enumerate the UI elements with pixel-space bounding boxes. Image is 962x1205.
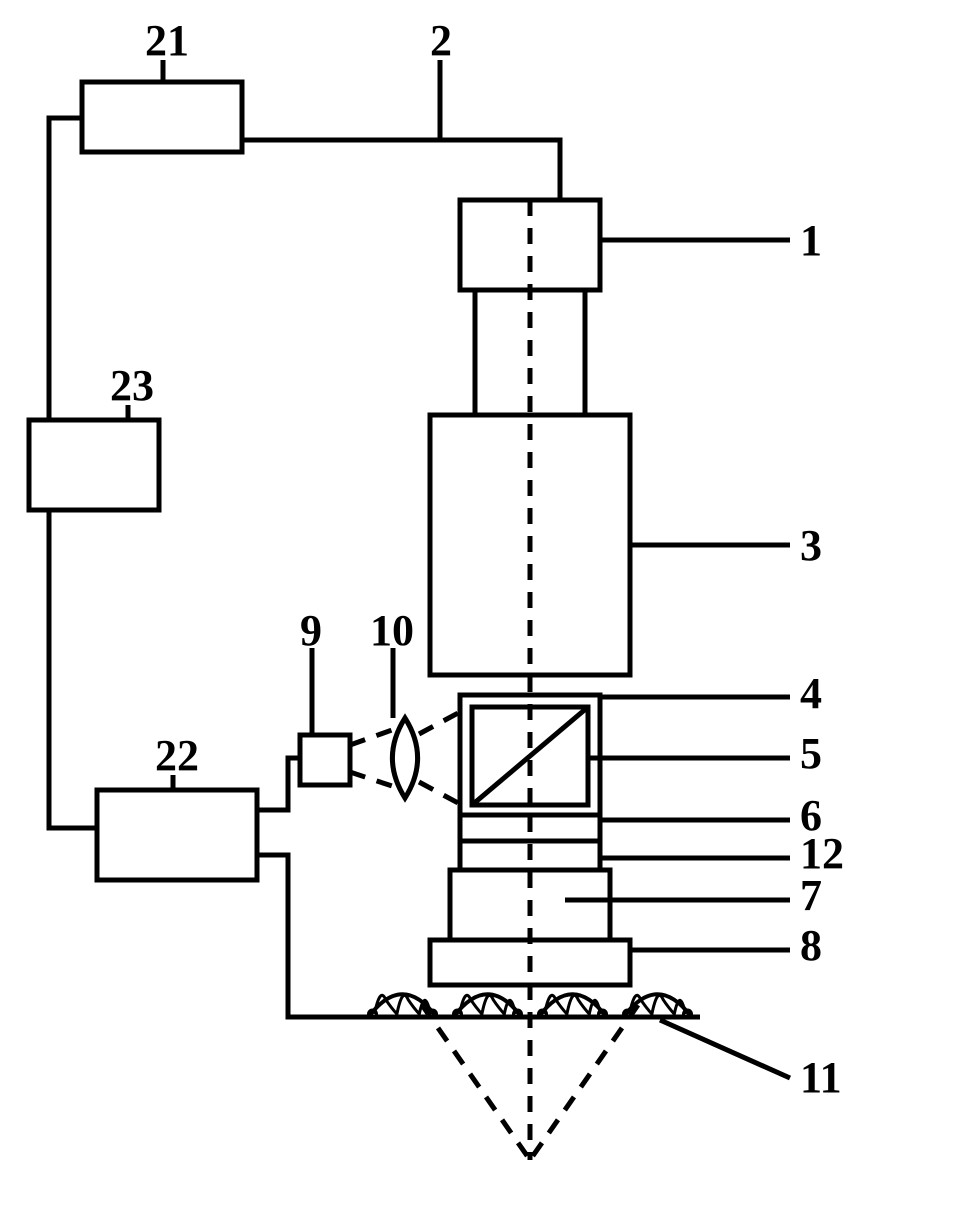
label-5: 5 [800,729,822,778]
wire-w_22_9 [257,758,300,810]
label-11: 11 [800,1053,842,1102]
wire-w_23_22 [49,510,97,828]
coil-squiggle-1 [460,995,516,1014]
wire-w_21_left [49,118,82,420]
box-22 [97,790,257,880]
dashed-cone_left [422,1005,530,1160]
label-2: 2 [430,16,452,65]
dashed-lens_to_cube_down [419,782,460,804]
label-7: 7 [800,871,822,920]
coil-squiggle-0 [375,995,431,1014]
label-22: 22 [155,731,199,780]
dashed-detector_down [350,772,392,786]
box-21 [82,82,242,152]
label-9: 9 [300,606,322,655]
box-23 [29,420,159,510]
label-10: 10 [370,606,414,655]
dashed-lens_to_cube_up [419,712,460,734]
coil-squiggle-2 [545,995,601,1014]
lens-10 [392,718,417,798]
dashed-detector_up [350,730,392,745]
label-1: 1 [800,216,822,265]
label-8: 8 [800,921,822,970]
label-21: 21 [145,16,189,65]
label-3: 3 [800,521,822,570]
label-4: 4 [800,669,822,718]
dashed-cone_right [530,1005,638,1160]
wire-w_21_top [242,140,560,200]
coil-squiggle-3 [630,995,686,1014]
label-23: 23 [110,361,154,410]
wire-w_22_coil [257,855,360,1017]
box-9 [300,735,350,785]
